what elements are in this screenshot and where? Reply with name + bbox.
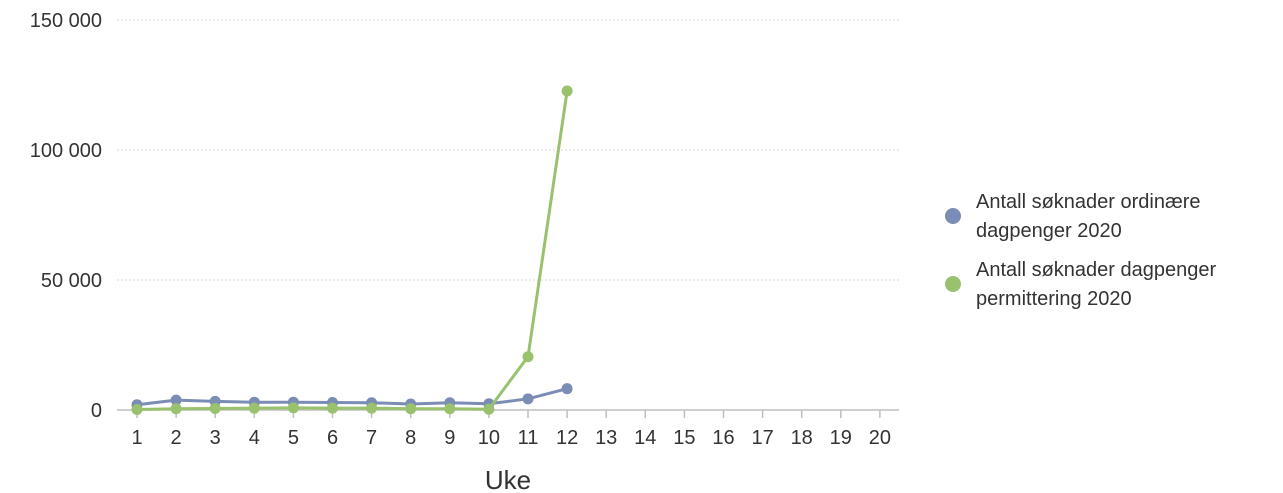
x-tick-label: 11 [518, 427, 539, 449]
series [131, 85, 573, 415]
x-tick-label: 7 [366, 427, 377, 449]
data-point [131, 403, 143, 415]
x-tick-label: 17 [751, 427, 773, 449]
legend-label: Antall søknader ordinære [976, 191, 1201, 213]
x-tick-label: 9 [444, 427, 455, 449]
data-point [170, 403, 182, 415]
data-point [561, 85, 573, 97]
legend-swatch [945, 208, 961, 224]
x-tick-label: 16 [712, 427, 734, 449]
legend-item: Antall søknader ordinære dagpenger 2020 [945, 191, 1201, 242]
series-2 [131, 85, 573, 415]
x-axis-title: Uke [485, 465, 531, 493]
y-tick-label: 0 [91, 400, 102, 422]
data-point [327, 402, 338, 414]
x-tick-label: 5 [288, 427, 299, 449]
data-point [561, 383, 573, 395]
y-tick-label: 50 000 [41, 270, 102, 292]
x-tick-label: 12 [556, 427, 578, 449]
x-tick-label: 13 [595, 427, 617, 449]
y-tick-label: 100 000 [30, 140, 102, 162]
x-tick-label: 20 [869, 427, 891, 449]
data-point [248, 402, 260, 414]
legend-swatch [945, 276, 961, 292]
x-tick-label: 8 [405, 427, 416, 449]
x-tick-label: 14 [634, 427, 656, 449]
x-tick-label: 4 [249, 427, 260, 449]
data-point [209, 402, 221, 414]
legend-label: permittering 2020 [976, 288, 1132, 310]
x-tick-label: 18 [791, 427, 813, 449]
y-axis-ticks: 0 50 000 100 000 150 000 [30, 10, 102, 422]
data-point [405, 403, 417, 415]
series-line [136, 90, 569, 411]
data-point [287, 402, 299, 414]
data-point [444, 403, 456, 415]
x-axis-ticks: 1 2 3 4 5 6 7 8 9 10 11 12 13 14 15 16 17 18 19 20 [131, 410, 891, 449]
x-tick-label: 2 [171, 427, 182, 449]
legend-item: Antall søknader dagpenger permittering 20… [945, 259, 1216, 310]
legend-label: Antall søknader dagpenger [976, 259, 1216, 281]
data-point [170, 394, 182, 406]
x-tick-label: 6 [327, 427, 338, 449]
data-point [366, 402, 378, 414]
x-tick-label: 19 [830, 427, 852, 449]
x-tick-label: 15 [673, 427, 695, 449]
x-tick-label: 3 [210, 427, 221, 449]
data-point [522, 351, 534, 363]
y-tick-label: 150 000 [30, 10, 102, 32]
x-tick-label: 10 [478, 427, 500, 449]
data-point [483, 403, 495, 415]
legend-label: dagpenger 2020 [976, 220, 1122, 242]
x-tick-label: 1 [131, 427, 142, 449]
data-point [522, 393, 534, 405]
gridlines [117, 19, 899, 281]
